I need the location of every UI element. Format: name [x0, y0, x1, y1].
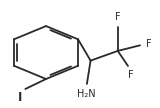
- Text: I: I: [18, 91, 23, 104]
- Text: F: F: [128, 70, 133, 80]
- Text: H₂N: H₂N: [77, 89, 95, 99]
- Text: F: F: [115, 12, 121, 22]
- Text: F: F: [146, 39, 151, 49]
